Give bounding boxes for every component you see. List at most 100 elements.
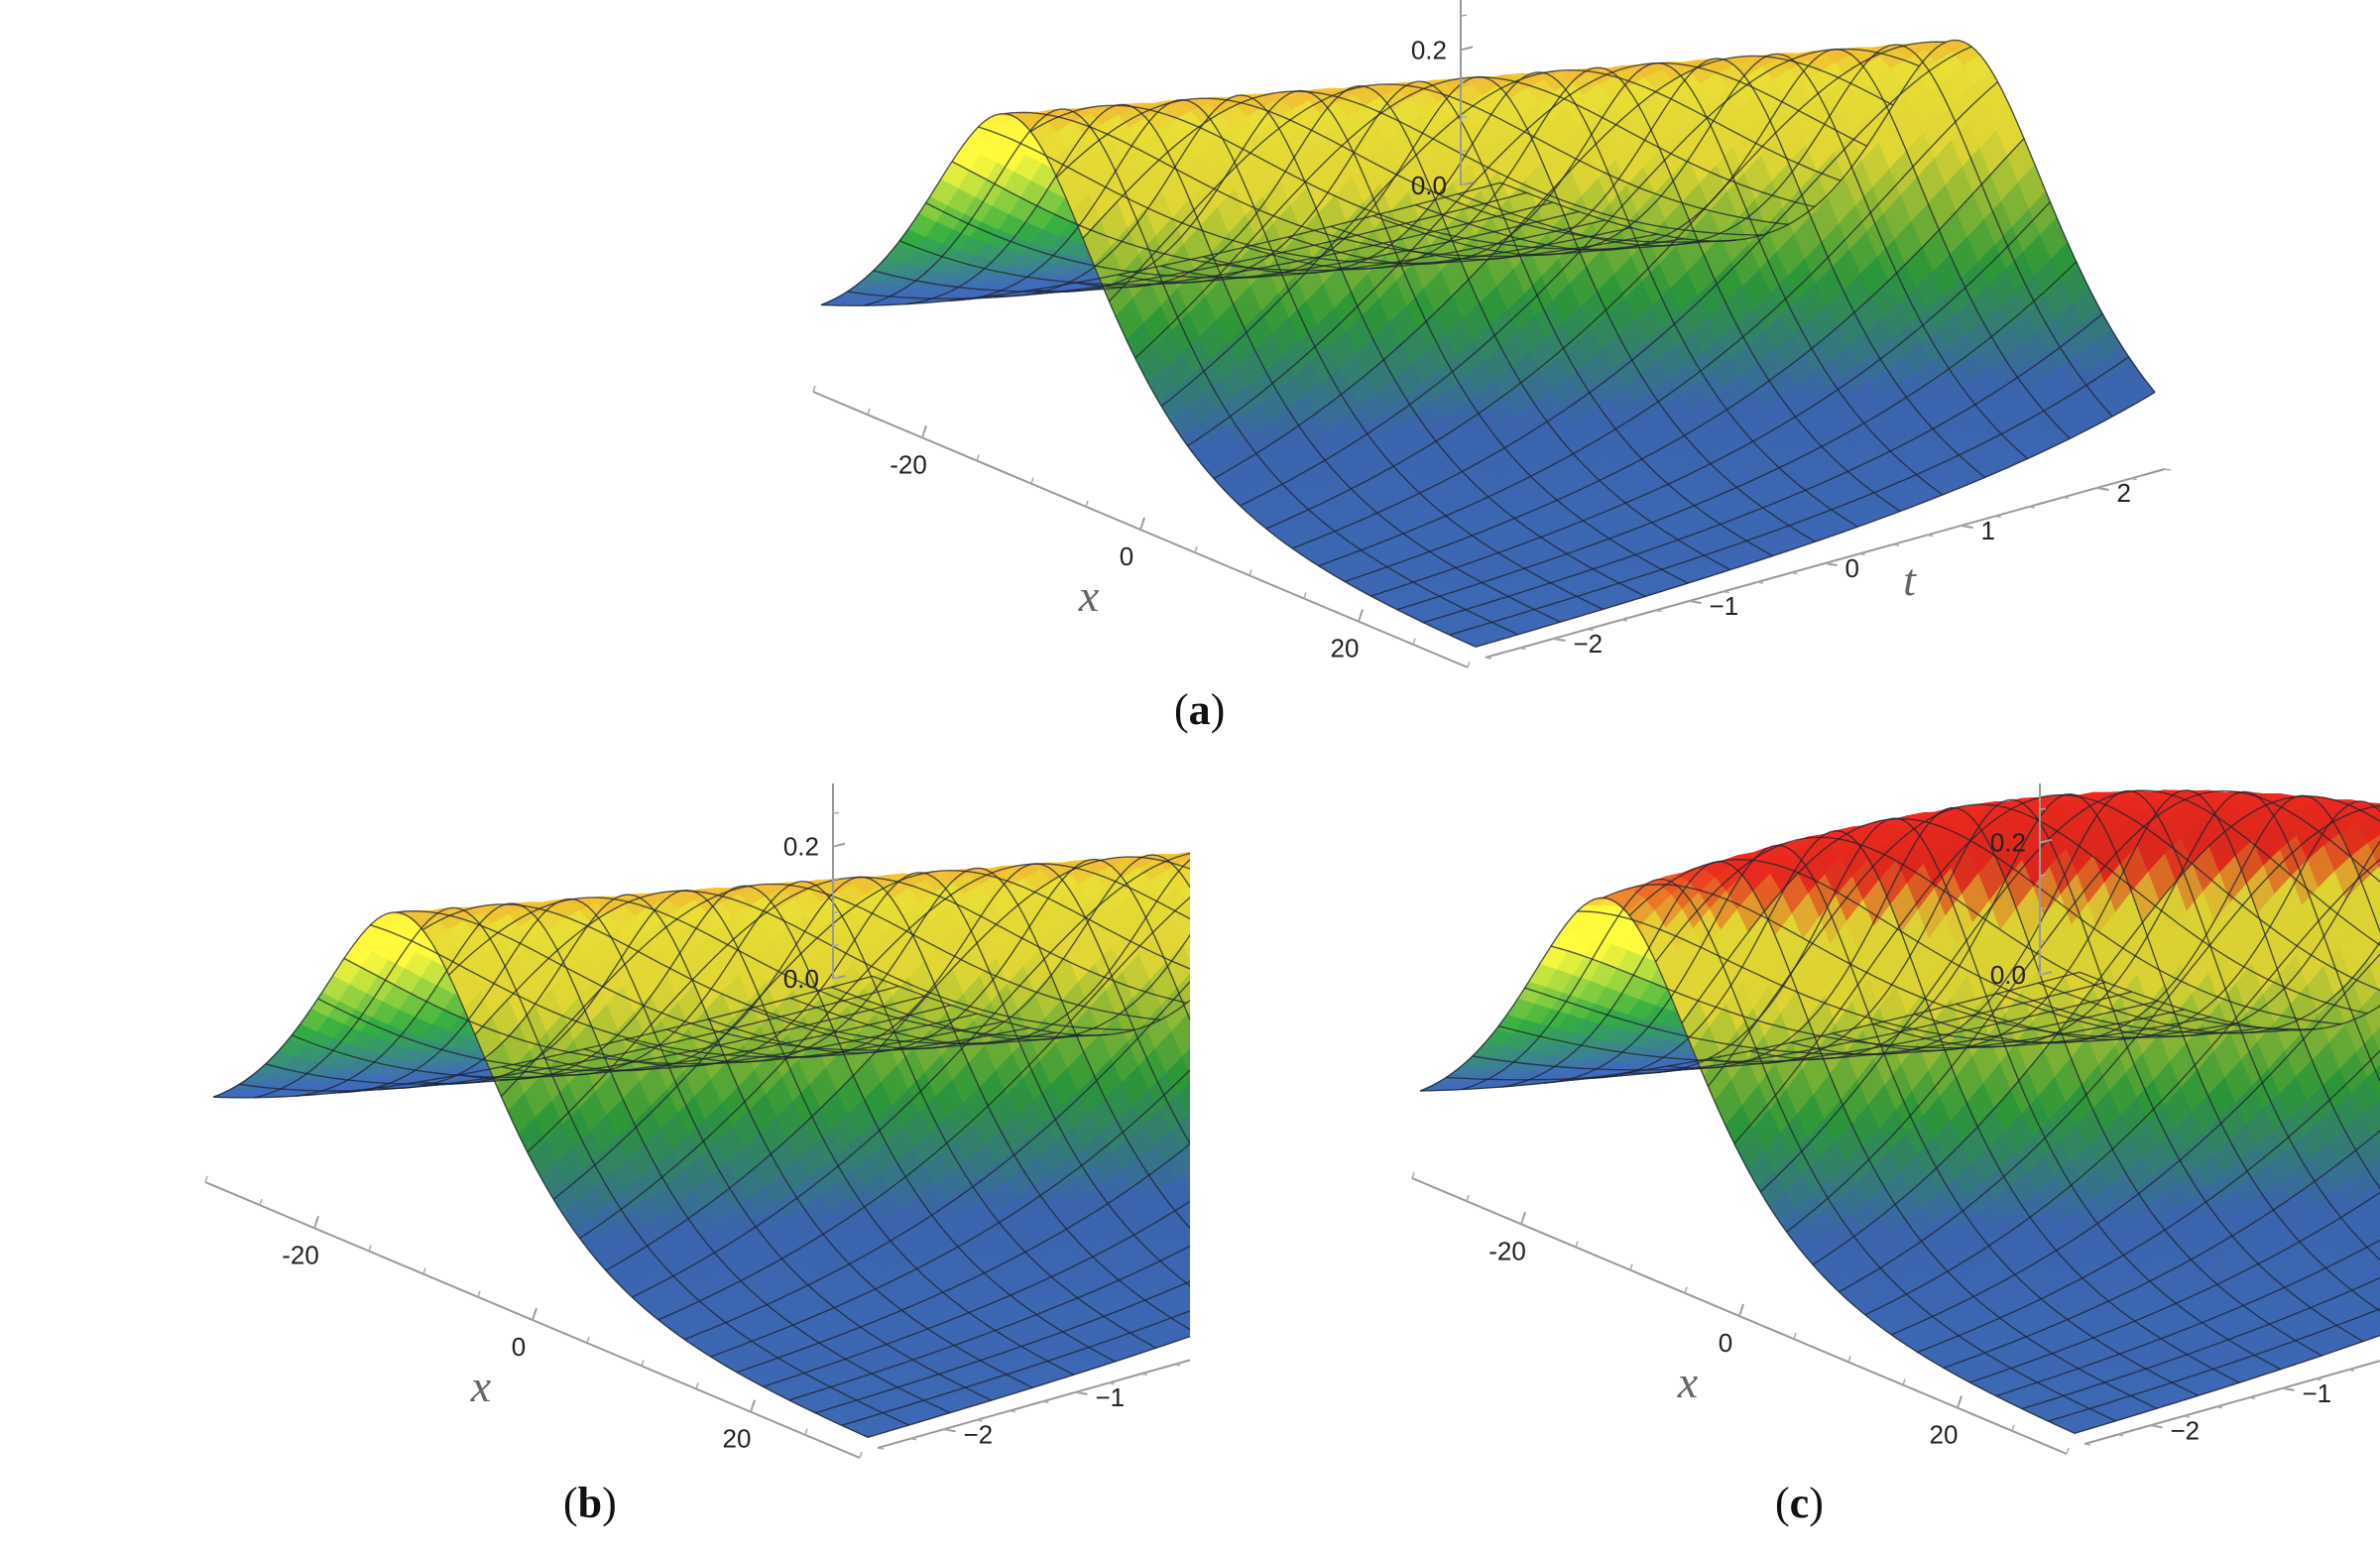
t-tick-label: 1 xyxy=(1981,516,1995,545)
mesh-line-t xyxy=(1075,84,1731,571)
x-minor-tick xyxy=(1358,615,1362,622)
mesh-line-t xyxy=(1118,80,1774,557)
t-minor-tick xyxy=(1892,543,1900,546)
z-minor-tick xyxy=(1460,81,1468,85)
mesh-line-t xyxy=(820,112,1477,648)
mesh-line-t xyxy=(378,894,1033,1388)
z-minor-tick xyxy=(832,977,840,980)
mesh-line-t xyxy=(254,906,909,1426)
z-tick-label: 0.0 xyxy=(1411,171,1447,200)
t-minor-tick xyxy=(1485,657,1492,659)
mesh-line-t xyxy=(789,859,1190,1045)
t-minor-tick xyxy=(1994,515,2001,519)
x-minor-tick xyxy=(1303,592,1307,599)
mesh-line-t xyxy=(1330,58,1986,478)
mesh-line-t xyxy=(1287,61,1944,496)
mesh-line-t xyxy=(1160,75,1816,542)
x-minor-tick xyxy=(1139,523,1143,531)
mesh-line-t xyxy=(1457,44,2113,418)
mesh-line-t xyxy=(296,902,951,1414)
t-tick-label: −1 xyxy=(1710,591,1739,621)
mesh-line-t xyxy=(1245,66,1901,513)
z-minor-tick xyxy=(832,878,840,881)
mesh-line-t xyxy=(542,876,1190,1331)
t-minor-tick xyxy=(1620,619,1628,622)
z-minor-tick xyxy=(832,811,840,815)
z-minor-tick xyxy=(1460,115,1468,119)
t-tick-label: 2 xyxy=(2117,478,2131,508)
t-axis-line xyxy=(877,1359,1190,1449)
t-minor-tick xyxy=(1927,534,1934,538)
mesh-line-t xyxy=(583,872,1190,1287)
mesh-line-t xyxy=(948,98,1604,611)
z-tick-label: 0.2 xyxy=(783,832,819,862)
caption-a: (a) xyxy=(1174,685,1226,734)
mesh-line-t xyxy=(863,108,1519,636)
t-minor-tick xyxy=(2028,506,2036,509)
mesh-line-t xyxy=(418,889,1075,1376)
mesh-line-t xyxy=(1372,53,2029,460)
t-minor-tick xyxy=(2096,487,2103,490)
x-minor-tick xyxy=(1194,545,1198,553)
t-minor-tick xyxy=(1723,590,1729,594)
z-minor-tick xyxy=(1460,183,1468,186)
t-minor-tick xyxy=(2130,477,2137,481)
x-tick-label: 20 xyxy=(1331,634,1360,663)
x-minor-tick xyxy=(1467,660,1471,668)
caption-a-letter: a xyxy=(1188,685,1211,734)
z-minor-tick xyxy=(1460,14,1468,17)
mesh-line-t xyxy=(1415,48,2071,439)
x-minor-tick xyxy=(1412,638,1416,646)
x-minor-tick xyxy=(812,385,816,393)
z-minor-tick xyxy=(832,844,840,848)
mesh-line-t xyxy=(1033,89,1689,584)
mesh-line-t xyxy=(707,858,1190,1054)
t-minor-tick xyxy=(1858,552,1865,556)
x-tick-label: -20 xyxy=(890,449,927,479)
x-minor-tick xyxy=(1085,500,1089,508)
mesh-line-t xyxy=(905,103,1561,623)
t-axis-label: t xyxy=(1903,554,1917,605)
mesh-line-t xyxy=(749,854,1190,1049)
z-minor-tick xyxy=(832,910,840,914)
z-tick-label: 0.0 xyxy=(783,964,819,994)
t-tick-label: −2 xyxy=(1574,629,1604,659)
x-minor-tick xyxy=(921,431,925,438)
x-minor-tick xyxy=(867,408,871,416)
t-minor-tick xyxy=(1553,638,1560,641)
mesh-line-x xyxy=(867,1335,1190,1438)
mesh-line-t xyxy=(1203,71,1858,528)
t-minor-tick xyxy=(1791,571,1798,575)
t-minor-tick xyxy=(1587,628,1594,632)
mesh-lines xyxy=(212,852,1190,1438)
mesh-line-t xyxy=(1499,39,2156,393)
mesh-line-t xyxy=(991,94,1646,598)
t-minor-tick xyxy=(1655,609,1662,613)
t-minor-tick xyxy=(2164,468,2172,471)
mesh-line-t xyxy=(460,885,1116,1363)
t-minor-tick xyxy=(2063,496,2070,500)
mesh-line-t xyxy=(872,975,1190,1036)
z-minor-tick xyxy=(1460,48,1468,52)
t-tick-label: 0 xyxy=(1845,553,1859,583)
x-minor-tick xyxy=(1030,477,1034,484)
t-minor-tick xyxy=(1689,600,1696,603)
mesh-lines xyxy=(820,39,2156,648)
z-tick-label: 0.2 xyxy=(1411,35,1447,64)
mesh-line-t xyxy=(665,863,1190,1145)
t-minor-tick xyxy=(1825,562,1832,565)
t-minor-tick xyxy=(1519,647,1526,651)
z-minor-tick xyxy=(1460,150,1468,153)
mesh-line-t xyxy=(336,898,993,1401)
x-minor-tick xyxy=(1249,569,1252,576)
t-minor-tick xyxy=(1756,581,1764,584)
x-tick-label: 0 xyxy=(1120,541,1133,571)
x-axis-label: x xyxy=(1078,570,1100,621)
mesh-line-t xyxy=(831,933,1190,1041)
mesh-line-t xyxy=(212,911,869,1438)
mesh-line-t xyxy=(625,867,1190,1230)
